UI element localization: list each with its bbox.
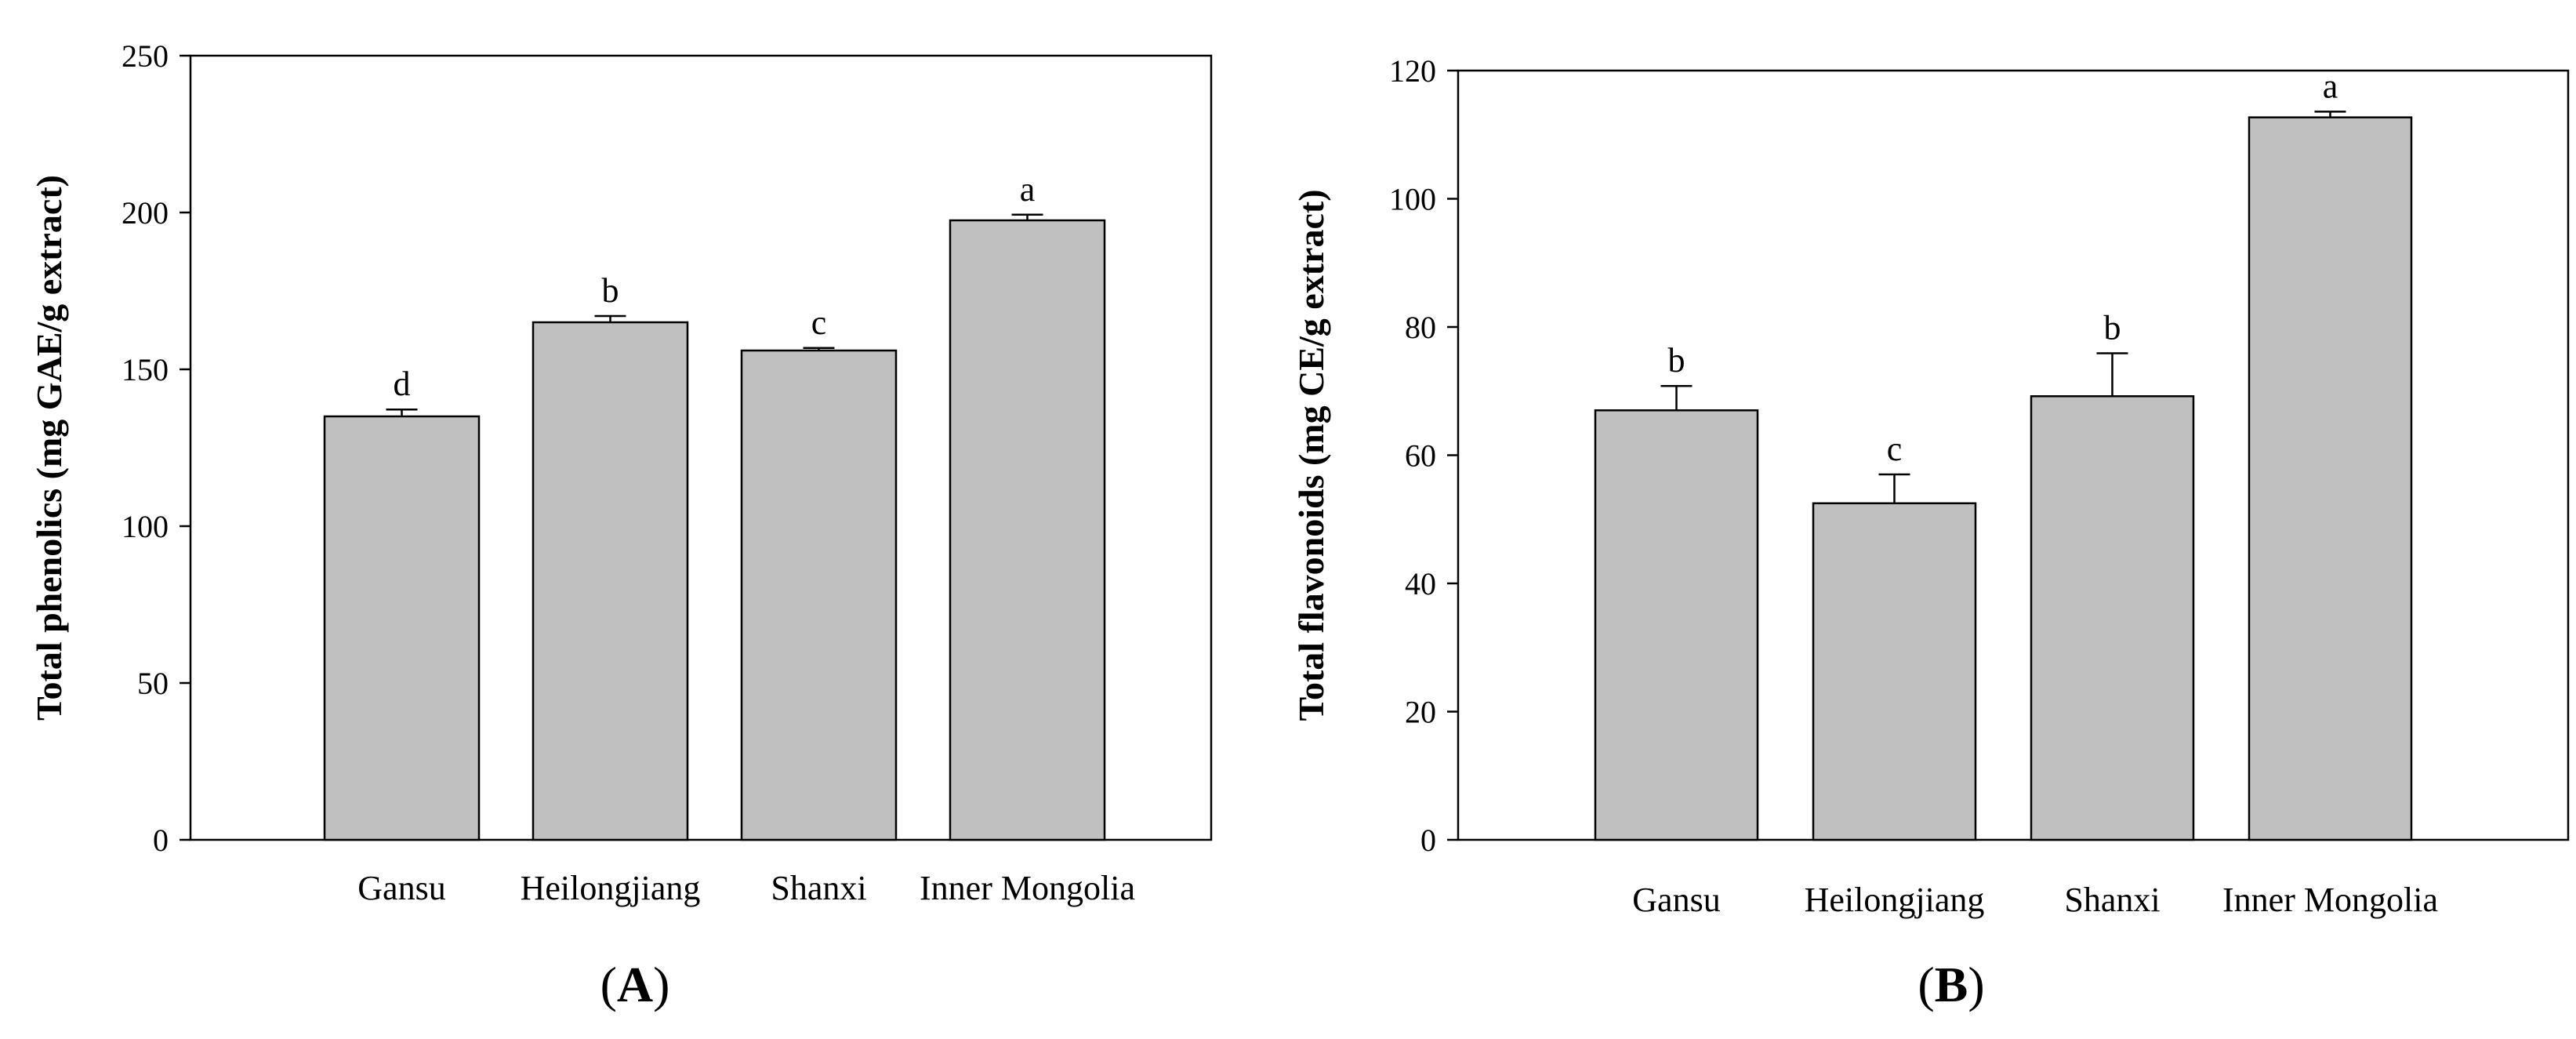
- y-tick-label: 50: [137, 666, 169, 701]
- x-tick-label-shanxi: Shanxi: [2064, 881, 2160, 919]
- panel-label-close-paren: ): [1968, 957, 1984, 1012]
- y-tick-label: 150: [122, 352, 169, 387]
- x-tick-label-heilongjiang: Heilongjiang: [521, 869, 701, 907]
- bar-heilongjiang: [532, 321, 689, 841]
- chart-panel-b: 0 20 40 60 80 100 120 Total flavonoids (mg CE/g…: [1291, 53, 2570, 1012]
- x-tick-label-gansu: Gansu: [1632, 881, 1720, 919]
- significance-label-gansu: d: [394, 365, 411, 403]
- y-tick-label: 0: [1420, 823, 1436, 858]
- bar-inner-mongolia: [2248, 116, 2413, 841]
- bar-heilongjiang: [1812, 502, 1977, 841]
- y-tick-label: 40: [1405, 566, 1436, 601]
- y-tick-label: 200: [122, 195, 169, 231]
- y-tick-label: 100: [122, 509, 169, 544]
- y-axis-title: Total phenolics (mg GAE/g extract): [29, 175, 69, 721]
- x-tick-label-inner-mongolia: Inner Mongolia: [2222, 881, 2438, 919]
- y-tick-label: 250: [122, 38, 169, 74]
- y-tick-label: 0: [153, 823, 169, 858]
- x-tick-label-inner-mongolia: Inner Mongolia: [920, 869, 1135, 907]
- significance-label-heilongjiang: b: [602, 271, 619, 310]
- panel-label-close-paren: ): [653, 957, 669, 1012]
- panel-label-open-paren: (: [600, 957, 617, 1012]
- significance-label-inner-mongolia: a: [1020, 170, 1036, 209]
- panel-label-letter: B: [1935, 957, 1968, 1012]
- y-tick-label: 20: [1405, 695, 1436, 730]
- y-axis-title: Total flavonoids (mg CE/g extract): [1291, 189, 1331, 721]
- bar-gansu: [323, 415, 481, 841]
- significance-label-inner-mongolia: a: [2323, 67, 2338, 105]
- y-tick-label: 100: [1389, 182, 1436, 217]
- y-tick-label: 60: [1405, 438, 1436, 474]
- plot-frame: [189, 54, 1213, 841]
- significance-label-heilongjiang: c: [1887, 430, 1903, 468]
- x-tick-label-shanxi: Shanxi: [771, 869, 866, 907]
- bar-inner-mongolia: [949, 219, 1106, 841]
- panel-label: (A): [600, 957, 670, 1012]
- panel-label-open-paren: (: [1917, 957, 1934, 1012]
- significance-label-gansu: b: [1668, 341, 1685, 380]
- y-tick-label: 120: [1389, 53, 1436, 89]
- significance-label-shanxi: c: [811, 303, 827, 342]
- significance-label-shanxi: b: [2104, 309, 2121, 347]
- bar-gansu: [1594, 409, 1759, 841]
- bar-shanxi: [740, 349, 898, 841]
- bar-shanxi: [2030, 395, 2195, 841]
- y-tick-label: 80: [1405, 310, 1436, 345]
- panel-label: (B): [1917, 957, 1984, 1012]
- panel-label-letter: A: [617, 957, 653, 1012]
- chart-panel-a: 0 50 100 150 200 250 Total phenolics (mg GAE/g…: [29, 38, 1213, 1012]
- x-tick-label-gansu: Gansu: [357, 869, 445, 907]
- x-tick-label-heilongjiang: Heilongjiang: [1805, 881, 1985, 919]
